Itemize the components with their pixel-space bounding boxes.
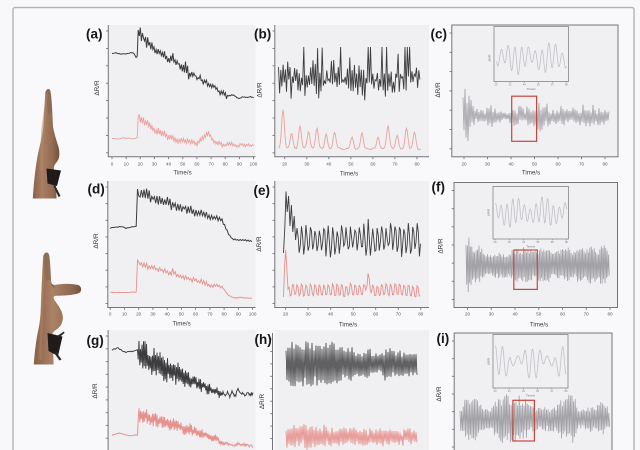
svg-text:32: 32 [509, 83, 512, 87]
svg-text:ΔR/R: ΔR/R [438, 238, 445, 254]
svg-text:ΔR/R: ΔR/R [435, 82, 442, 98]
svg-text:40: 40 [165, 312, 171, 317]
svg-text:50: 50 [180, 162, 186, 167]
svg-text:70: 70 [579, 162, 585, 167]
svg-text:Time/s: Time/s [526, 393, 535, 397]
svg-text:68: 68 [551, 240, 554, 244]
svg-text:31: 31 [508, 389, 511, 393]
svg-text:55: 55 [536, 240, 539, 244]
svg-text:67: 67 [550, 389, 553, 393]
svg-text:80: 80 [565, 83, 568, 87]
svg-text:40: 40 [326, 162, 332, 167]
svg-text:(c): (c) [431, 27, 448, 42]
svg-text:90: 90 [237, 162, 243, 167]
svg-text:10: 10 [122, 312, 128, 317]
svg-text:Time/s: Time/s [172, 321, 190, 328]
svg-text:60: 60 [560, 312, 566, 317]
svg-text:20: 20 [494, 240, 497, 244]
svg-text:30: 30 [489, 312, 495, 317]
svg-text:Time/s: Time/s [526, 244, 535, 248]
svg-text:20: 20 [138, 162, 144, 167]
svg-text:10: 10 [124, 162, 130, 167]
svg-text:70: 70 [584, 312, 590, 317]
svg-text:50: 50 [348, 162, 354, 167]
svg-text:100: 100 [249, 312, 257, 317]
svg-text:30: 30 [306, 312, 312, 317]
svg-text:60: 60 [373, 312, 379, 317]
svg-text:60: 60 [193, 312, 199, 317]
svg-text:56: 56 [536, 389, 539, 393]
svg-text:ΔR/R: ΔR/R [92, 383, 99, 399]
svg-text:(d): (d) [88, 182, 105, 197]
svg-text:Time/s: Time/s [339, 322, 357, 329]
svg-text:60: 60 [370, 162, 376, 167]
svg-text:70: 70 [392, 162, 398, 167]
svg-text:50: 50 [351, 312, 357, 317]
svg-text:(f): (f) [432, 180, 446, 195]
svg-text:40: 40 [508, 162, 514, 167]
svg-text:43: 43 [522, 389, 525, 393]
svg-text:Time/s: Time/s [173, 170, 191, 177]
svg-text:(g): (g) [87, 333, 104, 348]
svg-text:67: 67 [551, 83, 554, 87]
svg-text:40: 40 [512, 312, 518, 317]
svg-text:80: 80 [414, 162, 420, 167]
svg-text:44: 44 [523, 83, 526, 87]
svg-text:80: 80 [223, 162, 229, 167]
svg-text:32: 32 [508, 240, 511, 244]
svg-text:20: 20 [494, 389, 497, 393]
svg-text:ΔR/R: ΔR/R [487, 357, 491, 365]
svg-text:(h): (h) [255, 332, 272, 347]
svg-text:ΔR/R: ΔR/R [488, 54, 492, 62]
svg-text:20: 20 [136, 312, 142, 317]
svg-text:20: 20 [461, 162, 467, 167]
svg-text:20: 20 [283, 312, 289, 317]
svg-text:80: 80 [222, 312, 228, 317]
svg-text:90: 90 [236, 312, 242, 317]
svg-text:80: 80 [565, 240, 568, 244]
svg-text:80: 80 [565, 389, 568, 393]
svg-text:50: 50 [532, 162, 538, 167]
svg-text:30: 30 [150, 312, 156, 317]
svg-text:30: 30 [304, 162, 310, 167]
svg-text:30: 30 [152, 162, 158, 167]
svg-text:100: 100 [250, 162, 258, 167]
svg-text:80: 80 [418, 312, 424, 317]
svg-text:(i): (i) [437, 331, 450, 346]
svg-text:ΔR/R: ΔR/R [256, 236, 263, 252]
svg-text:20: 20 [495, 83, 498, 87]
svg-text:30: 30 [485, 162, 491, 167]
svg-text:(a): (a) [86, 27, 103, 42]
svg-text:70: 70 [209, 162, 215, 167]
svg-text:20: 20 [465, 312, 471, 317]
svg-text:50: 50 [179, 312, 185, 317]
svg-text:(b): (b) [254, 27, 271, 42]
svg-text:60: 60 [555, 162, 561, 167]
svg-text:ΔR/R: ΔR/R [257, 82, 264, 98]
svg-text:ΔR/R: ΔR/R [93, 233, 100, 249]
svg-text:ΔR/R: ΔR/R [487, 208, 491, 216]
svg-text:60: 60 [194, 162, 200, 167]
svg-text:70: 70 [396, 312, 402, 317]
svg-text:20: 20 [282, 162, 288, 167]
svg-text:80: 80 [602, 162, 608, 167]
svg-text:ΔR/R: ΔR/R [94, 80, 101, 96]
svg-text:Time/s: Time/s [340, 171, 358, 178]
svg-text:0: 0 [109, 312, 112, 317]
svg-text:40: 40 [328, 312, 334, 317]
svg-text:Time/s: Time/s [527, 87, 536, 91]
svg-text:50: 50 [536, 312, 542, 317]
svg-text:(e): (e) [254, 183, 271, 198]
svg-text:80: 80 [607, 312, 613, 317]
svg-text:0: 0 [111, 162, 114, 167]
svg-text:ΔR/R: ΔR/R [436, 386, 443, 402]
svg-text:ΔR/R: ΔR/R [259, 393, 266, 409]
svg-text:55: 55 [537, 83, 540, 87]
svg-text:44: 44 [522, 240, 525, 244]
svg-text:Time/s: Time/s [522, 170, 540, 177]
svg-text:40: 40 [166, 162, 172, 167]
svg-text:Time/s: Time/s [530, 322, 548, 329]
svg-text:70: 70 [207, 312, 213, 317]
